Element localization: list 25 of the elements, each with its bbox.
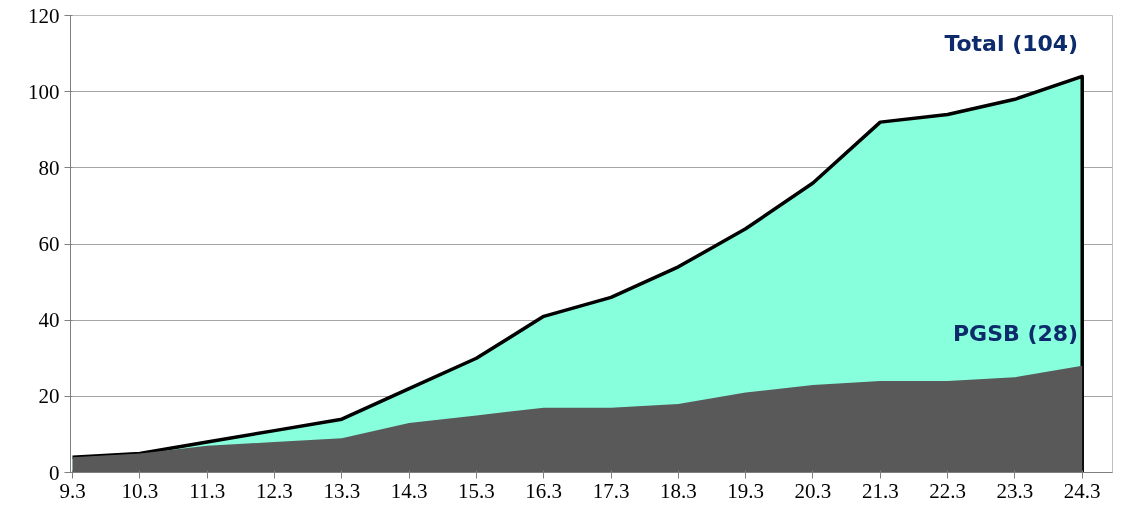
annotation: PGSB (28) [952,320,1079,346]
x-tick-label: 14.3 [390,478,428,503]
y-tick-label: 80 [38,155,60,180]
y-tick-label: 0 [49,460,60,485]
y-tick-label: 100 [28,79,60,104]
x-tick-label: 21.3 [861,478,899,503]
x-tick-label: 18.3 [659,478,697,503]
x-tick-label: 17.3 [592,478,630,503]
x-tick-label: 16.3 [525,478,563,503]
x-tick-label: 12.3 [256,478,293,503]
x-tick-label: 20.3 [794,478,832,503]
x-tick-label: 13.3 [323,478,361,503]
y-tick-label: 60 [38,232,60,256]
y-tick-label: 120 [28,3,60,28]
x-tick-label: 22.3 [929,478,966,503]
annotation: Total (104) [944,31,1079,57]
x-tick-label: 23.3 [996,478,1034,503]
x-tick-label: 15.3 [458,478,495,503]
y-tick-label: 40 [38,308,60,333]
x-tick-label: 9.3 [59,478,86,503]
x-tick-label: 10.3 [121,478,159,503]
x-tick-label: 24.3 [1063,478,1101,503]
y-tick-label: 20 [38,384,60,409]
x-tick-label: 11.3 [189,478,226,503]
x-tick-label: 19.3 [727,478,765,503]
